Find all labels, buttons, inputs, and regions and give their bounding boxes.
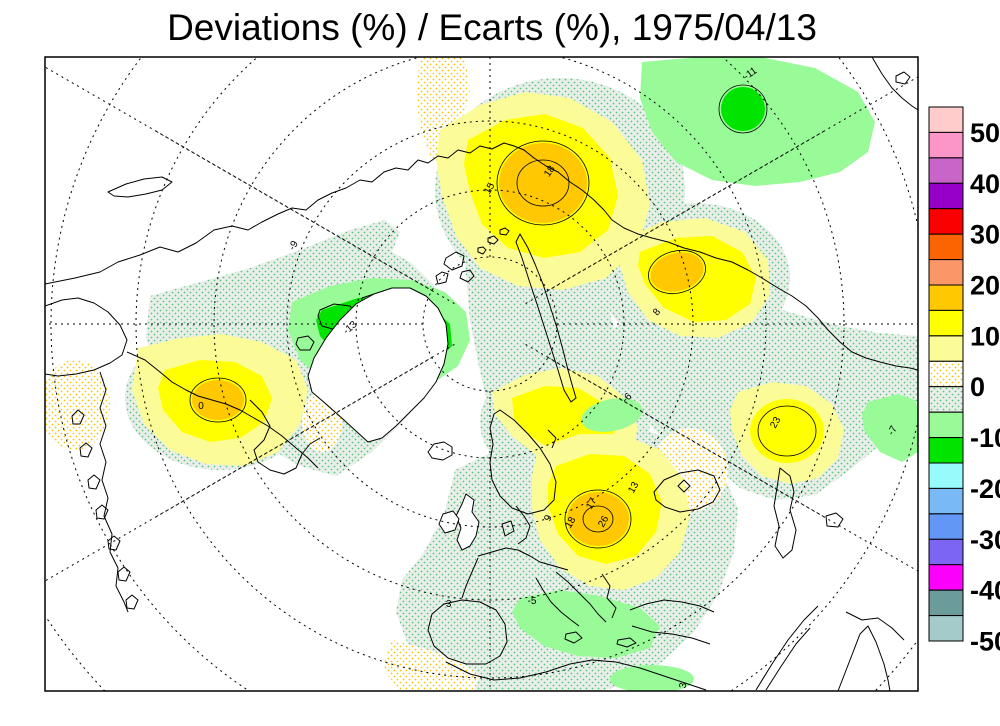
contour-label: -3	[443, 599, 452, 610]
legend-ticks: 50 40 30 20 10 0 -10 -20 -30 -40 -50	[970, 118, 1000, 657]
contour-label: 26	[596, 514, 611, 530]
legend-tick-label: -50	[970, 627, 1000, 657]
contour-label: 15	[482, 181, 497, 197]
legend-swatch	[928, 284, 964, 311]
legend-boxes	[928, 106, 964, 642]
legend-tick-label: -40	[970, 576, 1000, 606]
contour-label: 8	[651, 306, 663, 318]
legend-swatch	[928, 259, 964, 286]
legend-tick-label: -30	[970, 525, 1000, 555]
legend-swatch	[928, 538, 964, 566]
legend-swatch	[928, 208, 964, 235]
contour-label: 0	[198, 401, 204, 412]
legend-swatch	[928, 360, 964, 388]
legend-swatch	[928, 233, 964, 261]
contour-label: 9	[543, 513, 555, 522]
contour-label: 18	[563, 515, 578, 531]
legend-tick-label: -10	[970, 423, 1000, 453]
contour-lines	[189, 84, 817, 549]
legend-swatch	[928, 106, 964, 133]
coastlines	[45, 57, 918, 691]
legend-tick-label: 10	[970, 321, 1000, 351]
legend-swatch	[928, 564, 964, 591]
contour-label: 23	[768, 415, 783, 431]
legend-swatch	[928, 335, 964, 362]
legend-tick-label: -20	[970, 474, 1000, 504]
legend-swatch	[928, 487, 964, 515]
legend-tick-label: 30	[970, 220, 1000, 250]
contour-label: 3	[678, 681, 690, 689]
page-title: Deviations (%) / Ecarts (%), 1975/04/13	[167, 7, 817, 48]
legend-swatch	[928, 157, 964, 184]
legend-swatch	[928, 182, 964, 210]
legend-swatch	[928, 131, 964, 159]
map-frame	[44, 56, 919, 692]
legend: 50 40 30 20 10 0 -10 -20 -30 -40 -50	[928, 106, 1000, 657]
legend-tick-label: 0	[970, 372, 985, 402]
legend-tick-label: 50	[970, 118, 1000, 148]
contour-label: -5	[528, 596, 537, 607]
legend-tick-label: 20	[970, 271, 1000, 301]
legend-swatch	[928, 411, 964, 439]
legend-swatch	[928, 589, 964, 617]
legend-swatch	[928, 462, 964, 489]
contour-label: 17	[584, 496, 599, 512]
legend-swatch	[928, 437, 964, 464]
legend-swatch	[928, 615, 964, 642]
legend-swatch	[928, 309, 964, 337]
legend-tick-label: 40	[970, 169, 1000, 199]
legend-swatch	[928, 386, 964, 413]
contour-label: 13	[626, 480, 641, 496]
legend-swatch	[928, 513, 964, 540]
